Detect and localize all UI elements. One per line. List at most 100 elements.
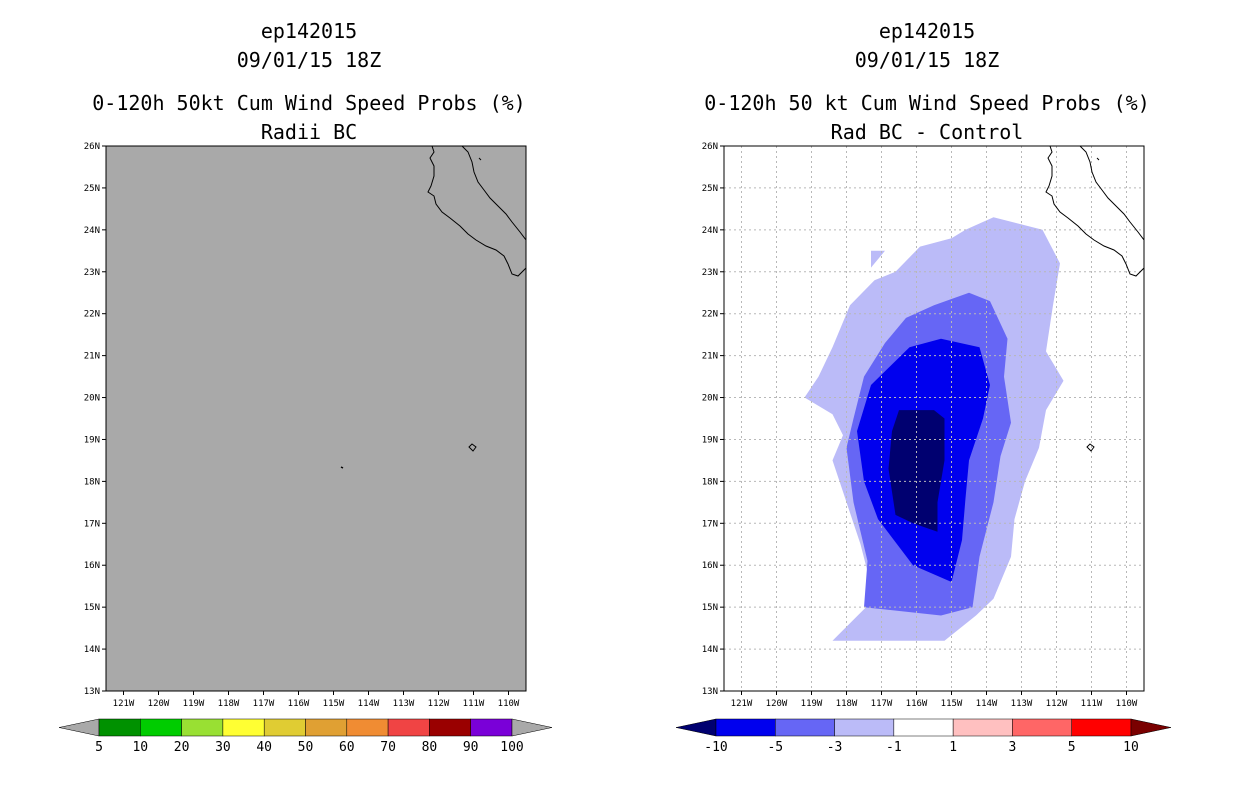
x-tick-label: 110W: [498, 699, 520, 709]
x-tick-label: 114W: [358, 699, 380, 709]
y-tick-label: 22N: [702, 310, 718, 320]
contour-le-10: [888, 410, 945, 532]
x-tick-label: 115W: [941, 699, 963, 709]
y-tick-label: 20N: [84, 394, 100, 404]
y-tick-label: 19N: [84, 435, 100, 445]
y-tick-label: 25N: [702, 184, 718, 194]
left-axes: 26N 25N 24N 23N 22N 21N 20N 19N 18N 17N 16N 15N 14N 1…: [84, 142, 520, 709]
x-tick-label: 116W: [288, 699, 310, 709]
x-tick-label: 118W: [836, 699, 858, 709]
x-tick-label: 113W: [393, 699, 415, 709]
right-panel: ep142015 09/01/15 18Z 0-120h 50 kt Cum W…: [675, 19, 1172, 755]
right-grid: [724, 146, 1144, 691]
colorbar-segment: [775, 718, 835, 737]
colorbar-segment: [305, 718, 348, 737]
x-tick-label: 119W: [801, 699, 823, 709]
colorbar-label: -10: [704, 740, 727, 755]
y-tick-label: 24N: [84, 226, 100, 236]
y-tick-label: 21N: [702, 352, 718, 362]
colorbar-segment: [98, 718, 141, 737]
right-title-storm: ep142015: [879, 19, 975, 43]
left-title-product: 0-120h 50kt Cum Wind Speed Probs (%): [92, 91, 525, 115]
colorbar-label: 10: [132, 740, 148, 755]
colorbar-arrow-high: [511, 718, 553, 737]
left-title-storm: ep142015: [261, 19, 357, 43]
y-tick-label: 25N: [84, 184, 100, 194]
y-tick-label: 26N: [84, 142, 100, 152]
colorbar-segment: [1012, 718, 1072, 737]
y-tick-label: 14N: [702, 645, 718, 655]
y-tick-label: 19N: [702, 435, 718, 445]
x-tick-label: 121W: [731, 699, 753, 709]
y-tick-label: 24N: [702, 226, 718, 236]
colorbar-label: 70: [380, 740, 396, 755]
colorbar-label: 20: [174, 740, 190, 755]
colorbar-segment: [893, 718, 954, 737]
colorbar-label: 90: [463, 740, 479, 755]
y-tick-label: 23N: [84, 268, 100, 278]
x-tick-label: 111W: [1081, 699, 1103, 709]
x-tick-label: 113W: [1011, 699, 1033, 709]
y-tick-label: 18N: [702, 477, 718, 487]
x-tick-label: 114W: [976, 699, 998, 709]
colorbar-arrow-low: [675, 718, 717, 737]
x-tick-label: 116W: [906, 699, 928, 709]
colorbar-arrow-low: [58, 718, 100, 737]
right-title-subtitle: Rad BC - Control: [831, 120, 1024, 144]
colorbar-label: 100: [500, 740, 523, 755]
colorbar-segment: [429, 718, 471, 737]
y-tick-label: 16N: [702, 561, 718, 571]
y-tick-label: 13N: [702, 687, 718, 697]
right-colorbar: -10 -5 -3 -1 1 3 5 10: [675, 718, 1172, 755]
y-tick-label: 22N: [84, 310, 100, 320]
colorbar-segment: [181, 718, 224, 737]
colorbar-label: -1: [886, 740, 902, 755]
x-tick-label: 117W: [871, 699, 893, 709]
y-tick-label: 14N: [84, 645, 100, 655]
right-axes: 26N 25N 24N 23N 22N 21N 20N 19N 18N 17N 16N 15N 14N 1…: [702, 142, 1138, 709]
x-tick-label: 111W: [463, 699, 485, 709]
y-tick-label: 13N: [84, 687, 100, 697]
y-tick-label: 15N: [84, 603, 100, 613]
y-tick-label: 17N: [702, 519, 718, 529]
colorbar-label: 5: [1068, 740, 1076, 755]
x-tick-label: 117W: [253, 699, 275, 709]
right-plot-frame: [723, 145, 1145, 692]
x-tick-label: 120W: [148, 699, 170, 709]
colorbar-label: 5: [95, 740, 103, 755]
colorbar-label: 1: [949, 740, 957, 755]
left-colorbar: 5 10 20 30 40 50 60 70 80 90 100: [58, 718, 553, 755]
colorbar-segment: [1071, 718, 1132, 737]
y-tick-label: 21N: [84, 352, 100, 362]
x-tick-label: 112W: [428, 699, 450, 709]
y-tick-label: 20N: [702, 394, 718, 404]
colorbar-segment: [222, 718, 265, 737]
colorbar-label: 80: [422, 740, 438, 755]
y-tick-label: 16N: [84, 561, 100, 571]
y-tick-label: 15N: [702, 603, 718, 613]
colorbar-segment: [387, 718, 430, 737]
x-tick-label: 121W: [113, 699, 135, 709]
x-tick-label: 120W: [766, 699, 788, 709]
colorbar-label: -3: [827, 740, 843, 755]
right-coastline: [1045, 146, 1144, 452]
right-title-product: 0-120h 50 kt Cum Wind Speed Probs (%): [704, 91, 1150, 115]
colorbar-label: 10: [1123, 740, 1139, 755]
y-tick-label: 23N: [702, 268, 718, 278]
x-tick-label: 115W: [323, 699, 345, 709]
x-tick-label: 119W: [183, 699, 205, 709]
left-panel: ep142015 09/01/15 18Z 0-120h 50kt Cum Wi…: [58, 19, 553, 755]
x-tick-label: 112W: [1046, 699, 1068, 709]
colorbar-segment: [263, 718, 306, 737]
colorbar-segment: [715, 718, 776, 737]
colorbar-segment: [140, 718, 182, 737]
colorbar-label: 30: [215, 740, 231, 755]
y-tick-label: 18N: [84, 477, 100, 487]
x-tick-label: 118W: [218, 699, 240, 709]
colorbar-label: 40: [256, 740, 272, 755]
colorbar-segment: [834, 718, 895, 737]
colorbar-label: 50: [298, 740, 314, 755]
left-plot-frame: [105, 145, 527, 692]
y-tick-label: 17N: [84, 519, 100, 529]
